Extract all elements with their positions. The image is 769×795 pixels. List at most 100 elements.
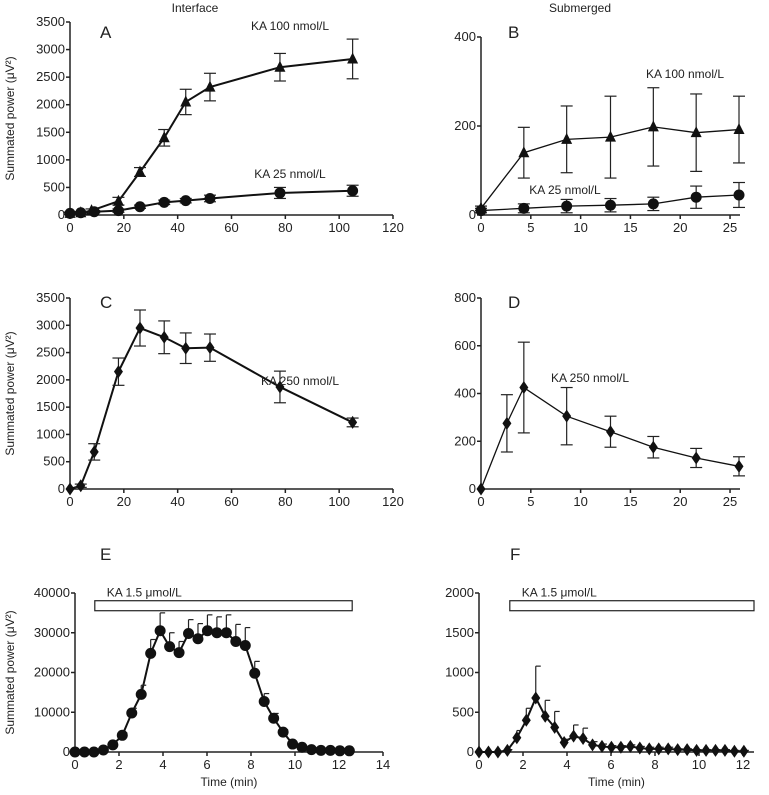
triangle-marker	[134, 165, 146, 177]
diamond-marker	[502, 416, 512, 430]
diamond-marker	[519, 381, 529, 395]
circle-marker	[277, 726, 289, 738]
diamond-marker	[159, 330, 169, 344]
x-tick-label: 14	[376, 757, 390, 772]
diamond-marker	[606, 740, 616, 754]
diamond-marker	[476, 482, 486, 496]
diamond-marker	[597, 739, 607, 753]
y-tick-label: 0	[469, 481, 476, 496]
y-axis-label: Summated power (μV²)	[3, 331, 17, 455]
x-tick-label: 25	[723, 494, 737, 509]
circle-marker	[78, 746, 90, 758]
panel-c: C 0 20 40 60 80 100 120 0 500 1000 1500 2000 2500 3000…	[3, 290, 404, 509]
circle-marker	[258, 696, 270, 708]
circle-marker	[134, 201, 146, 213]
y-tick-label: 2000	[445, 585, 474, 600]
diamond-marker	[205, 341, 215, 355]
circle-marker	[249, 667, 261, 679]
diamond-marker	[502, 743, 512, 757]
panel-d: D 0 5 10 15 20 25 0 200 400 600 800 KA 250 nmol/L	[454, 290, 746, 509]
panel-f: F 0 2 4 6 8 10 12 0 500 1000 1500 2000 Time (min) KA 1…	[445, 545, 755, 789]
y-tick-label: 0	[63, 744, 70, 759]
x-tick-label: 2	[115, 757, 122, 772]
x-tick-label: 10	[288, 757, 302, 772]
x-tick-label: 12	[736, 757, 750, 772]
diamond-marker	[673, 743, 683, 757]
y-tick-label: 3500	[36, 290, 65, 305]
circle-marker	[343, 745, 355, 757]
circle-marker	[334, 745, 346, 757]
diamond-marker	[559, 735, 569, 749]
y-tick-label: 3000	[36, 42, 65, 57]
diamond-marker	[135, 321, 145, 335]
circle-marker	[561, 200, 573, 212]
circle-marker	[324, 744, 336, 756]
y-tick-label: 200	[454, 433, 476, 448]
x-tick-label: 8	[247, 757, 254, 772]
circle-marker	[69, 746, 81, 758]
circle-marker	[647, 198, 659, 210]
y-tick-label: 20000	[34, 665, 70, 680]
x-tick-label: 80	[278, 220, 292, 235]
diamond-marker	[493, 745, 503, 759]
triangle-marker	[180, 95, 192, 107]
x-tick-label: 60	[224, 220, 238, 235]
y-tick-label: 10000	[34, 704, 70, 719]
diamond-marker	[181, 341, 191, 355]
circle-marker	[192, 633, 204, 645]
diamond-marker	[531, 691, 541, 705]
drug-application-bar	[94, 600, 353, 612]
diamond-marker	[89, 445, 99, 459]
triangle-marker	[518, 146, 530, 158]
circle-marker	[154, 625, 166, 637]
triangle-marker	[347, 52, 359, 64]
series-line	[69, 57, 353, 215]
x-tick-label: 2	[519, 757, 526, 772]
circle-marker	[158, 196, 170, 208]
y-tick-label: 0	[469, 207, 476, 222]
x-tick-label: 0	[477, 494, 484, 509]
circle-marker	[135, 688, 147, 700]
y-tick-label: 600	[454, 338, 476, 353]
diamond-marker	[348, 415, 358, 429]
series-annotation: KA 25 nmol/L	[529, 183, 601, 197]
y-tick-label: 3000	[36, 317, 65, 332]
y-tick-label: 30000	[34, 625, 70, 640]
y-tick-label: 1500	[36, 124, 65, 139]
diamond-marker	[616, 740, 626, 754]
diamond-marker	[606, 425, 615, 439]
diamond-marker	[76, 479, 86, 493]
y-tick-label: 500	[452, 704, 474, 719]
diamond-marker	[692, 743, 702, 757]
x-tick-label: 6	[203, 757, 210, 772]
y-tick-label: 2500	[36, 345, 65, 360]
diamond-marker	[711, 743, 720, 757]
diamond-marker	[729, 744, 739, 758]
y-tick-label: 400	[454, 29, 476, 44]
x-tick-label: 20	[117, 220, 131, 235]
circle-marker	[475, 205, 487, 217]
x-tick-label: 5	[527, 220, 534, 235]
drug-application-bar	[509, 600, 755, 612]
circle-marker	[64, 207, 76, 219]
diamond-marker	[635, 741, 645, 755]
y-tick-label: 2000	[36, 97, 65, 112]
x-tick-label: 0	[66, 494, 73, 509]
panel-a: A 0 20 40 60 80 100 120 0 500 1000 1500 2000 2500 3000…	[3, 14, 404, 235]
diamond-marker	[654, 742, 664, 756]
circle-marker	[296, 741, 308, 753]
series-annotation: KA 100 nmol/L	[646, 67, 724, 81]
circle-marker	[204, 192, 216, 204]
y-tick-label: 1000	[36, 426, 65, 441]
y-tick-label: 800	[454, 290, 476, 305]
diamond-marker	[701, 743, 711, 757]
series-line	[69, 326, 354, 490]
x-tick-label: 10	[692, 757, 706, 772]
series-line	[69, 189, 353, 215]
y-tick-label: 2500	[36, 69, 65, 84]
circle-marker	[274, 187, 286, 199]
y-tick-label: 500	[43, 454, 65, 469]
panel-letter: F	[510, 545, 520, 564]
triangle-marker	[204, 80, 216, 92]
x-tick-label: 10	[573, 220, 587, 235]
